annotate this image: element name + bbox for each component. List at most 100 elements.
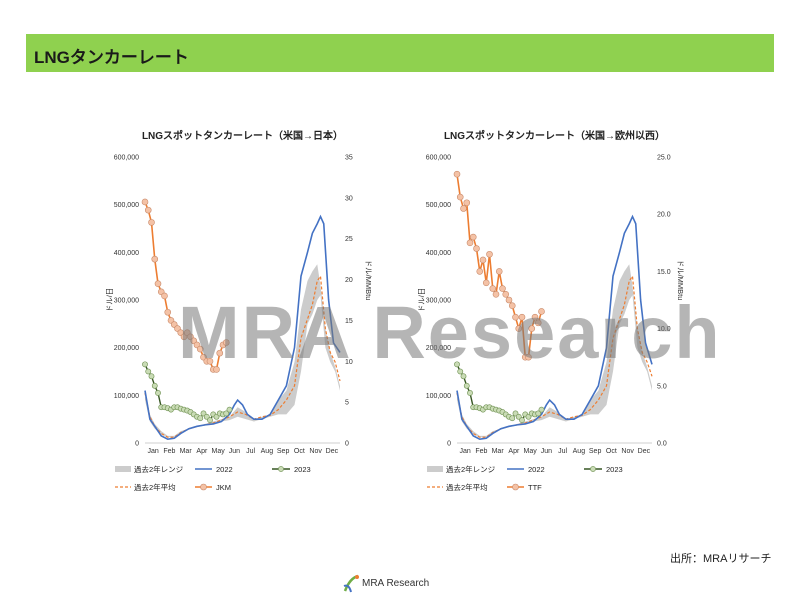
series-2023-point bbox=[535, 410, 542, 417]
series-price-point bbox=[206, 357, 214, 365]
y2-tick-label: 20 bbox=[345, 277, 353, 284]
legend-marker-2023 bbox=[590, 466, 596, 472]
y2-tick-label: 25.0 bbox=[657, 155, 671, 162]
y-tick-label: 500,000 bbox=[426, 202, 451, 209]
series-price-point bbox=[473, 245, 480, 252]
series-price-point bbox=[222, 339, 230, 346]
y-tick-label: 0 bbox=[135, 441, 139, 448]
series-2023-point bbox=[155, 390, 161, 396]
y2-tick-label: 5.0 bbox=[657, 383, 667, 390]
y2-tick-label: 15 bbox=[345, 318, 353, 325]
series-price-point bbox=[499, 285, 506, 292]
logo: MRA Research bbox=[342, 574, 462, 596]
series-price-point bbox=[216, 349, 224, 357]
y-tick-label: 500,000 bbox=[114, 202, 139, 209]
series-price-point bbox=[453, 170, 461, 178]
logo-icon bbox=[343, 574, 359, 593]
legend-label-range: 過去2年レンジ bbox=[134, 464, 184, 474]
x-tick-label: Jul bbox=[558, 448, 567, 455]
logo-text: MRA Research bbox=[362, 578, 430, 589]
legend-marker-price bbox=[512, 483, 519, 491]
legend-label-2023: 2023 bbox=[294, 465, 311, 474]
legend-label-2022: 2022 bbox=[528, 465, 545, 474]
series-price-point bbox=[148, 219, 155, 226]
series-2022-line bbox=[456, 214, 653, 441]
watermark: MRA Research bbox=[178, 291, 722, 374]
x-tick-label: Aug bbox=[573, 448, 586, 455]
series-price-point bbox=[456, 193, 464, 201]
x-tick-label: Mar bbox=[492, 448, 505, 455]
series-price-point bbox=[466, 239, 474, 247]
y2-tick-label: 15.0 bbox=[657, 269, 671, 276]
series-2023-point bbox=[463, 382, 470, 389]
x-tick-label: Feb bbox=[163, 448, 175, 455]
page-title: LNGタンカーレート bbox=[34, 48, 189, 67]
title-bar: LNGタンカーレート bbox=[26, 34, 774, 72]
series-price-point bbox=[151, 255, 159, 263]
x-tick-label: Jan bbox=[147, 448, 158, 455]
y-tick-label: 100,000 bbox=[426, 393, 451, 400]
series-price-point bbox=[460, 205, 467, 212]
series-price-point bbox=[476, 268, 484, 275]
series-2023-point bbox=[223, 410, 230, 417]
series-price-point bbox=[479, 256, 487, 264]
series-price-point bbox=[525, 353, 532, 361]
series-price-point bbox=[196, 345, 204, 353]
x-tick-label: Jul bbox=[246, 448, 255, 455]
series-price-point bbox=[538, 308, 545, 315]
y2-tick-label: 20.0 bbox=[657, 212, 671, 219]
series-2023-point bbox=[151, 382, 158, 389]
series-price-point bbox=[144, 206, 152, 214]
series-price-point bbox=[531, 313, 539, 321]
series-price-point bbox=[141, 198, 149, 206]
range-area bbox=[145, 264, 340, 438]
legend-marker-2023 bbox=[278, 466, 284, 472]
series-2023-point bbox=[226, 406, 233, 413]
series-price-point bbox=[469, 233, 477, 241]
x-tick-label: Jan bbox=[459, 448, 470, 455]
legend-label-2022: 2022 bbox=[216, 465, 233, 474]
y-tick-label: 400,000 bbox=[426, 250, 451, 257]
legend-swatch-range bbox=[115, 466, 131, 472]
series-2023-point bbox=[460, 373, 467, 380]
series-price-point bbox=[518, 313, 526, 321]
y-tick-label: 200,000 bbox=[114, 345, 139, 352]
series-2023-point bbox=[519, 417, 525, 424]
x-tick-label: Sep bbox=[589, 448, 602, 455]
legend-label-avg: 過去2年平均 bbox=[134, 482, 176, 492]
x-tick-label: Oct bbox=[294, 448, 305, 455]
legend-label-avg: 過去2年平均 bbox=[446, 482, 488, 492]
y-axis-label: ドル/日 bbox=[417, 288, 426, 313]
series-price-point bbox=[512, 313, 519, 321]
series-price-point bbox=[534, 319, 542, 327]
series-price-point bbox=[502, 290, 510, 298]
chart-title: LNGスポットタンカーレート（米国→日本） bbox=[142, 129, 343, 142]
y-tick-label: 100,000 bbox=[114, 393, 139, 400]
x-tick-label: Dec bbox=[638, 448, 651, 455]
series-price-point bbox=[154, 280, 162, 287]
x-tick-label: May bbox=[212, 448, 226, 455]
series-price-point bbox=[164, 308, 172, 316]
series-2022-line bbox=[144, 214, 341, 441]
series-2023-point bbox=[145, 368, 152, 375]
x-tick-label: Feb bbox=[475, 448, 487, 455]
x-tick-label: Jun bbox=[229, 448, 240, 455]
y-tick-label: 600,000 bbox=[114, 155, 139, 162]
y-axis-label: ドル/日 bbox=[105, 288, 114, 313]
series-2023-point bbox=[509, 415, 516, 422]
y-tick-label: 300,000 bbox=[114, 298, 139, 305]
series-price-point bbox=[463, 199, 471, 207]
y2-tick-label: 30 bbox=[345, 195, 353, 202]
series-price-point bbox=[508, 302, 516, 310]
y2-tick-label: 10 bbox=[345, 359, 353, 366]
y-tick-label: 600,000 bbox=[426, 155, 451, 162]
x-tick-label: Sep bbox=[277, 448, 290, 455]
legend-swatch-range bbox=[427, 466, 443, 472]
x-tick-label: Apr bbox=[508, 448, 520, 455]
x-tick-label: Apr bbox=[196, 448, 208, 455]
series-price-point bbox=[515, 325, 523, 332]
x-tick-label: Jun bbox=[541, 448, 552, 455]
source-note: 出所：MRAリサーチ bbox=[670, 553, 772, 565]
x-tick-label: Mar bbox=[180, 448, 193, 455]
x-tick-label: Nov bbox=[621, 448, 634, 455]
